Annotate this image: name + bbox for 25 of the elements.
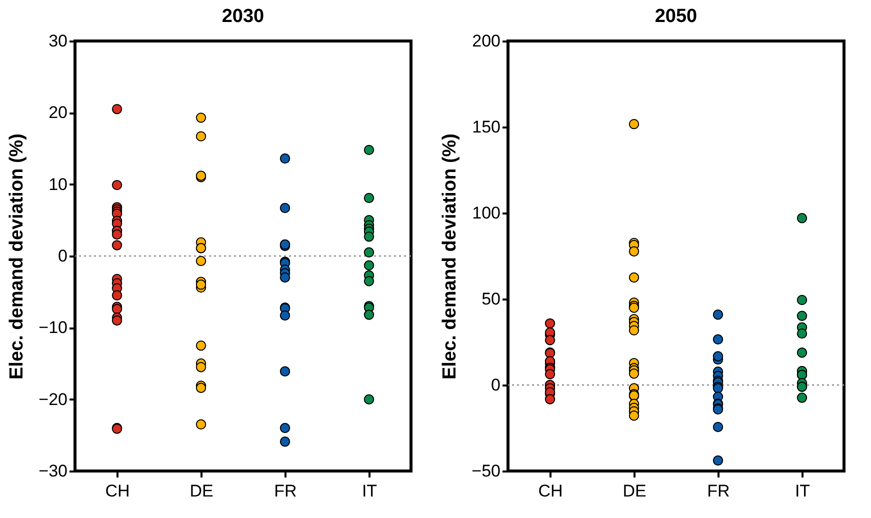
y-tick-label: −30 — [38, 462, 68, 480]
y-tick-label: 0 — [58, 246, 68, 266]
x-tick-label: FR — [707, 482, 730, 500]
y-tick-label: 200 — [472, 32, 500, 50]
y-tick-label: 100 — [472, 204, 500, 222]
y-tick-label: −50 — [472, 462, 500, 480]
x-tick-label: CH — [105, 482, 130, 500]
y-tick-label: 10 — [48, 174, 68, 194]
chart-title: 2050 — [654, 6, 698, 27]
y-tick-label: −20 — [38, 390, 68, 409]
y-tick-label: 20 — [48, 103, 68, 122]
y-tick-label: 150 — [472, 118, 500, 136]
y-tick-label: 0 — [491, 376, 500, 394]
x-tick-label: CH — [538, 482, 563, 500]
x-tick-label: DE — [190, 482, 214, 500]
y-tick-label: −10 — [38, 318, 68, 338]
chart-title: 2030 — [222, 6, 264, 27]
x-tick-label: DE — [622, 482, 646, 500]
x-tick-label: IT — [794, 482, 810, 500]
y-axis-title: Elec. demand deviation (%) — [440, 134, 461, 380]
y-tick-label: 50 — [482, 290, 500, 308]
x-tick-label: IT — [362, 482, 378, 500]
x-tick-label: FR — [274, 482, 297, 500]
y-tick-label: 30 — [48, 32, 68, 50]
y-axis-title: Elec. demand deviation (%) — [6, 134, 28, 380]
